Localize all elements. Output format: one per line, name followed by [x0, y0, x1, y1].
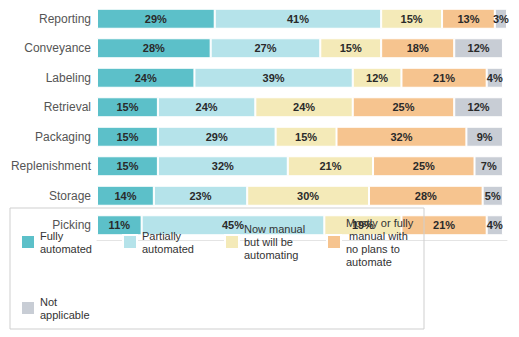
svg-text:32%: 32%: [390, 131, 412, 143]
svg-text:no plans to: no plans to: [346, 243, 403, 255]
svg-text:24%: 24%: [293, 101, 315, 113]
svg-text:24%: 24%: [135, 72, 157, 84]
svg-text:29%: 29%: [145, 13, 167, 25]
svg-text:Now manual: Now manual: [244, 223, 308, 235]
svg-text:13%: 13%: [457, 13, 479, 25]
svg-text:15%: 15%: [116, 131, 138, 143]
svg-text:21%: 21%: [319, 160, 341, 172]
svg-text:7%: 7%: [481, 160, 497, 172]
svg-text:29%: 29%: [206, 131, 228, 143]
svg-text:21%: 21%: [433, 72, 455, 84]
svg-text:Retrieval: Retrieval: [44, 100, 91, 114]
svg-text:9%: 9%: [477, 131, 493, 143]
svg-text:15%: 15%: [401, 13, 423, 25]
svg-text:5%: 5%: [485, 190, 501, 202]
svg-text:Reporting: Reporting: [39, 12, 91, 26]
svg-text:Packaging: Packaging: [35, 130, 91, 144]
svg-text:4%: 4%: [487, 219, 503, 231]
svg-text:21%: 21%: [433, 219, 455, 231]
svg-text:automated: automated: [40, 243, 92, 255]
svg-text:automating: automating: [244, 249, 298, 261]
svg-text:25%: 25%: [413, 160, 435, 172]
svg-text:15%: 15%: [116, 101, 138, 113]
svg-text:41%: 41%: [287, 13, 309, 25]
svg-text:Labeling: Labeling: [46, 71, 91, 85]
svg-text:28%: 28%: [415, 190, 437, 202]
svg-text:Storage: Storage: [49, 189, 91, 203]
svg-text:15%: 15%: [295, 131, 317, 143]
svg-text:Fully: Fully: [40, 230, 66, 242]
svg-text:27%: 27%: [254, 42, 276, 54]
svg-text:25%: 25%: [392, 101, 414, 113]
svg-text:23%: 23%: [189, 190, 211, 202]
svg-text:28%: 28%: [143, 42, 165, 54]
svg-text:15%: 15%: [116, 160, 138, 172]
svg-text:automated: automated: [142, 243, 194, 255]
svg-text:Replenishment: Replenishment: [11, 159, 92, 173]
svg-text:Partially: Partially: [142, 230, 184, 242]
svg-text:24%: 24%: [196, 101, 218, 113]
svg-text:18%: 18%: [407, 42, 429, 54]
svg-text:Not: Not: [40, 296, 60, 308]
svg-text:3%: 3%: [493, 13, 509, 25]
svg-text:15%: 15%: [340, 42, 362, 54]
svg-text:39%: 39%: [263, 72, 285, 84]
svg-text:Mostly or fully: Mostly or fully: [346, 217, 414, 229]
svg-text:32%: 32%: [212, 160, 234, 172]
svg-text:Conveyance: Conveyance: [24, 41, 91, 55]
svg-text:12%: 12%: [468, 101, 490, 113]
svg-text:manual with: manual with: [346, 230, 411, 242]
svg-text:12%: 12%: [366, 72, 388, 84]
svg-text:automate: automate: [346, 256, 392, 268]
svg-text:applicable: applicable: [40, 309, 90, 321]
svg-text:12%: 12%: [468, 42, 490, 54]
svg-text:30%: 30%: [297, 190, 319, 202]
svg-text:but will be: but will be: [244, 236, 296, 248]
svg-text:4%: 4%: [487, 72, 503, 84]
svg-text:14%: 14%: [114, 190, 136, 202]
